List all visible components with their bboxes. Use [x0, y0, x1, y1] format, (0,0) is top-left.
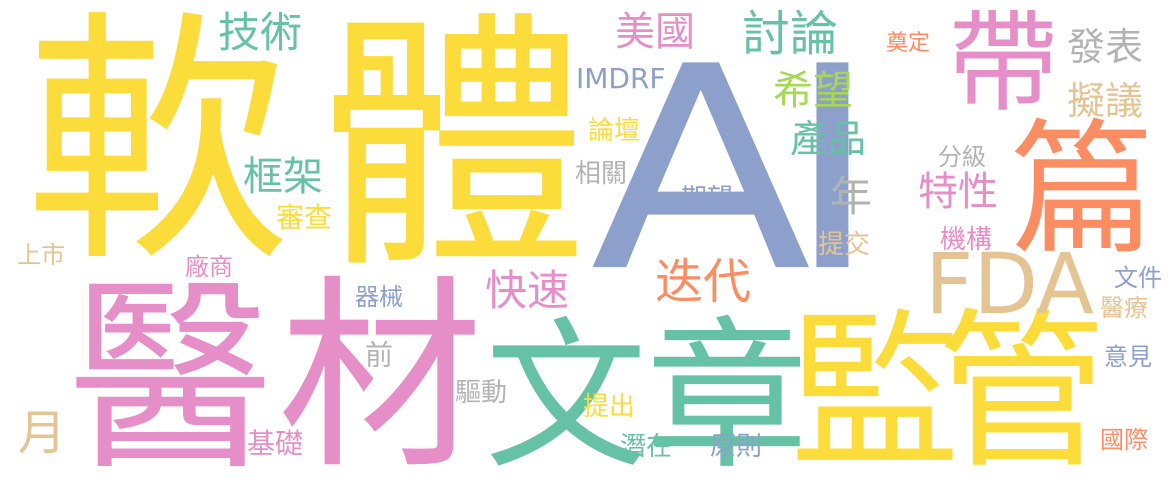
word-fda: FDA — [925, 235, 1094, 333]
word-qixie: 器械 — [355, 283, 403, 311]
word-texing: 特性 — [918, 169, 998, 215]
word-dai: 帶 — [948, 0, 1058, 127]
word-ti: 體 — [318, 0, 588, 304]
word-ai: AI — [590, 6, 880, 334]
word-wen: 文 — [485, 304, 647, 482]
word-tichu: 提出 — [583, 392, 636, 422]
word-ruan: 軟 — [25, 0, 290, 298]
word-yiliao: 醫療 — [1100, 294, 1148, 322]
word-pian: 篇 — [1010, 106, 1155, 275]
word-yijian: 意見 — [1104, 343, 1152, 371]
word-qudong: 驅動 — [455, 378, 508, 408]
word-dianding: 奠定 — [886, 31, 931, 56]
word-fabiao: 發表 — [1067, 25, 1144, 69]
word-fenji: 分級 — [938, 143, 986, 171]
word-meiguo: 美國 — [615, 9, 695, 55]
word-shencha: 審查 — [276, 201, 333, 234]
word-jichu: 基礎 — [247, 427, 304, 460]
word-cai: 材 — [278, 259, 483, 482]
word-chanpin: 產品 — [790, 117, 867, 161]
word-taolun: 討論 — [742, 6, 839, 62]
word-luntan: 論壇 — [588, 116, 641, 146]
word-xiwang: 希望 — [773, 68, 853, 114]
word-yue: 月 — [18, 405, 67, 461]
word-zhang: 章 — [646, 304, 808, 482]
word-guan: 管 — [937, 294, 1108, 482]
word-qiwang: 期望 — [681, 184, 734, 214]
word-changshang: 廠商 — [185, 253, 233, 281]
word-jigou: 機構 — [940, 225, 993, 255]
word-nian: 年 — [830, 172, 873, 221]
word-wenjian: 文件 — [1114, 264, 1162, 292]
word-diedai: 迭代 — [655, 254, 752, 310]
word-jishu: 技術 — [218, 8, 303, 57]
word-tijiao: 提交 — [818, 230, 871, 260]
word-guoji: 國際 — [1100, 426, 1148, 454]
word-yi: 醫 — [68, 261, 273, 482]
word-yuanze: 原則 — [710, 432, 763, 462]
word-qian: 前 — [361, 340, 394, 368]
word-jian: 監 — [790, 294, 961, 482]
word-kuangjia: 框架 — [243, 154, 323, 200]
word-shangshi: 上市 — [17, 241, 65, 269]
word-nyi: 擬議 — [1067, 79, 1144, 123]
word-xiangguan: 相關 — [575, 159, 628, 189]
word-kuaisu: 快速 — [485, 266, 570, 315]
word-imdrf: IMDRF — [576, 62, 666, 95]
word-qianzai: 潛在 — [620, 432, 673, 462]
